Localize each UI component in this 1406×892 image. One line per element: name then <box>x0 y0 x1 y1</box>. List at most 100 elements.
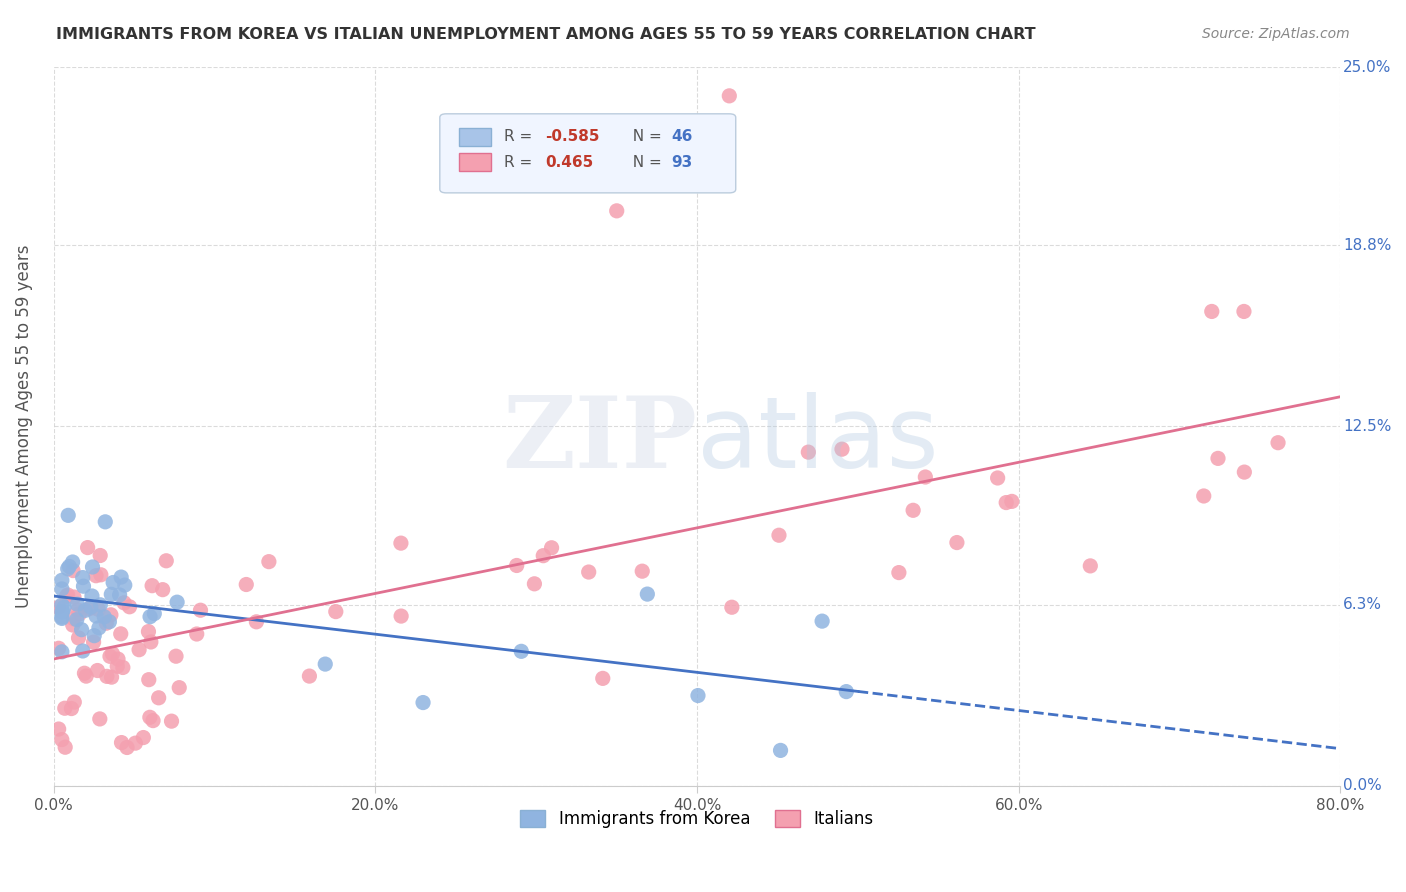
Immigrants from Korea <box>58 508 80 523</box>
Immigrants from Korea <box>139 609 162 624</box>
Text: IMMIGRANTS FROM KOREA VS ITALIAN UNEMPLOYMENT AMONG AGES 55 TO 59 YEARS CORRELAT: IMMIGRANTS FROM KOREA VS ITALIAN UNEMPLO… <box>56 27 1036 42</box>
Italians <box>165 649 187 664</box>
Italians <box>914 470 936 484</box>
Italians <box>1192 489 1215 503</box>
Immigrants from Korea <box>80 589 103 603</box>
Italians <box>132 731 155 745</box>
Italians <box>105 659 128 673</box>
Italians <box>69 607 91 621</box>
Y-axis label: Unemployment Among Ages 55 to 59 years: Unemployment Among Ages 55 to 59 years <box>15 244 32 608</box>
Text: ZIP: ZIP <box>502 392 697 490</box>
Text: 6.3%: 6.3% <box>1343 597 1382 612</box>
Italians <box>96 616 118 631</box>
Italians <box>160 714 183 728</box>
Italians <box>107 652 129 666</box>
Italians <box>56 588 79 602</box>
Italians <box>523 577 546 591</box>
Immigrants from Korea <box>98 615 121 629</box>
Immigrants from Korea <box>811 614 834 628</box>
Text: 18.8%: 18.8% <box>1343 238 1392 252</box>
Italians <box>84 568 107 582</box>
Italians <box>118 599 141 614</box>
Text: R =: R = <box>505 155 543 170</box>
Italians <box>124 736 146 750</box>
Text: -0.585: -0.585 <box>546 129 600 145</box>
Immigrants from Korea <box>143 607 166 621</box>
Text: R =: R = <box>505 129 537 145</box>
FancyBboxPatch shape <box>460 153 491 171</box>
Immigrants from Korea <box>110 570 132 584</box>
Immigrants from Korea <box>94 515 117 529</box>
Immigrants from Korea <box>51 610 73 624</box>
Italians <box>86 664 108 678</box>
Italians <box>63 695 86 709</box>
Italians <box>389 536 412 550</box>
Immigrants from Korea <box>72 571 94 585</box>
Italians <box>90 567 112 582</box>
Legend: Immigrants from Korea, Italians: Immigrants from Korea, Italians <box>513 804 880 835</box>
Italians <box>155 554 177 568</box>
Italians <box>115 740 138 755</box>
Text: atlas: atlas <box>697 392 939 490</box>
Italians <box>531 549 554 563</box>
Italians <box>139 635 162 649</box>
Text: 93: 93 <box>672 155 693 170</box>
Italians <box>138 673 160 687</box>
Italians <box>63 590 86 604</box>
Italians <box>901 503 924 517</box>
Italians <box>75 669 97 683</box>
Italians <box>112 596 135 610</box>
Immigrants from Korea <box>835 684 858 698</box>
Italians <box>110 627 132 641</box>
Italians <box>83 635 105 649</box>
Italians <box>48 600 70 615</box>
Italians <box>139 710 162 724</box>
Italians <box>298 669 321 683</box>
Italians <box>235 577 257 591</box>
Immigrants from Korea <box>108 588 131 602</box>
Italians <box>98 649 121 664</box>
Italians <box>148 690 170 705</box>
Italians <box>62 611 84 625</box>
Text: Source: ZipAtlas.com: Source: ZipAtlas.com <box>1202 27 1350 41</box>
Italians <box>48 722 70 736</box>
Immigrants from Korea <box>412 696 434 710</box>
Italians <box>1233 465 1256 479</box>
Immigrants from Korea <box>51 611 73 625</box>
Text: 0.465: 0.465 <box>546 155 593 170</box>
Italians <box>592 672 614 686</box>
Italians <box>190 603 212 617</box>
Italians <box>768 528 790 542</box>
Italians <box>101 647 124 661</box>
Italians <box>100 607 122 622</box>
Italians <box>53 740 76 755</box>
Italians <box>578 565 600 579</box>
Immigrants from Korea <box>51 574 73 588</box>
Italians <box>53 701 76 715</box>
Immigrants from Korea <box>101 575 124 590</box>
Italians <box>389 609 412 624</box>
Italians <box>831 442 853 457</box>
Italians <box>186 627 208 641</box>
Immigrants from Korea <box>51 582 73 596</box>
Italians <box>87 602 110 616</box>
Immigrants from Korea <box>82 560 104 574</box>
Immigrants from Korea <box>89 598 111 612</box>
Text: 0.0%: 0.0% <box>1343 779 1382 793</box>
FancyBboxPatch shape <box>460 128 491 146</box>
Italians <box>128 642 150 657</box>
Italians <box>141 579 163 593</box>
Italians <box>89 549 111 563</box>
Italians <box>946 535 969 549</box>
Immigrants from Korea <box>72 644 94 658</box>
Immigrants from Korea <box>51 645 73 659</box>
Immigrants from Korea <box>93 610 115 624</box>
Italians <box>60 701 83 715</box>
Immigrants from Korea <box>80 600 103 615</box>
Italians <box>111 660 134 674</box>
Italians <box>167 681 190 695</box>
Italians <box>987 471 1010 485</box>
Italians <box>67 631 90 645</box>
Immigrants from Korea <box>51 598 73 612</box>
Italians <box>606 203 628 218</box>
